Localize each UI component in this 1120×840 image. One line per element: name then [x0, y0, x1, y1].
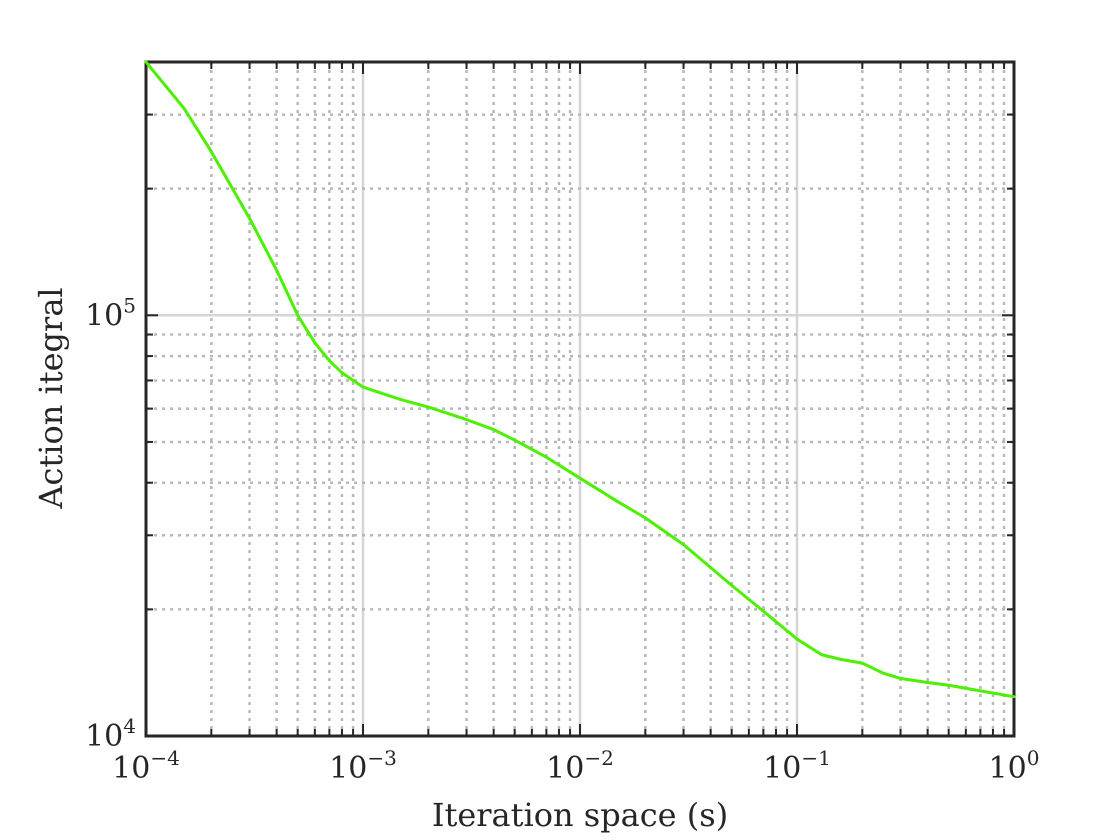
y-tick-label: 105 — [85, 293, 136, 333]
x-tick-label: 10−4 — [112, 746, 180, 786]
y-axis-label: Action itegral — [32, 287, 70, 509]
x-axis-label: Iteration space (s) — [432, 796, 728, 834]
x-tick-label: 10−1 — [763, 746, 831, 786]
y-tick-label: 104 — [85, 714, 136, 754]
series-line — [144, 60, 1016, 699]
tick-labels: 10−4 10−3 10−2 10−1 100 104 105 — [85, 293, 1039, 786]
x-tick-label: 100 — [989, 746, 1040, 786]
x-tick-label: 10−3 — [329, 746, 397, 786]
axis-ticks — [145, 61, 1015, 737]
x-tick-label: 10−2 — [546, 746, 614, 786]
grid — [146, 62, 1014, 736]
